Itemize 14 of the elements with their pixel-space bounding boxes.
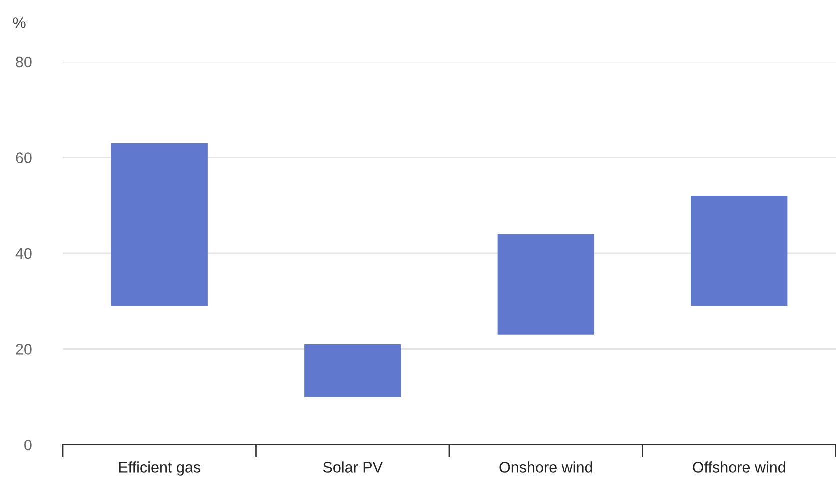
bar [304,344,402,398]
y-axis-title: % [13,18,26,28]
x-tick-label: Solar PV [323,462,383,473]
x-tick-label: Onshore wind [500,462,592,473]
bar [691,196,788,306]
y-tick-label: 20 [16,344,32,355]
y-tick-label: 60 [16,152,32,164]
y-tick-label: 80 [16,56,32,68]
y-tick-label: 0 [24,440,32,451]
bar [111,143,208,306]
y-tick-label: 40 [16,248,32,260]
x-tick-label: Offshore wind [693,462,786,473]
bar [498,234,594,335]
x-tick-label: Efficient gas [119,462,201,476]
